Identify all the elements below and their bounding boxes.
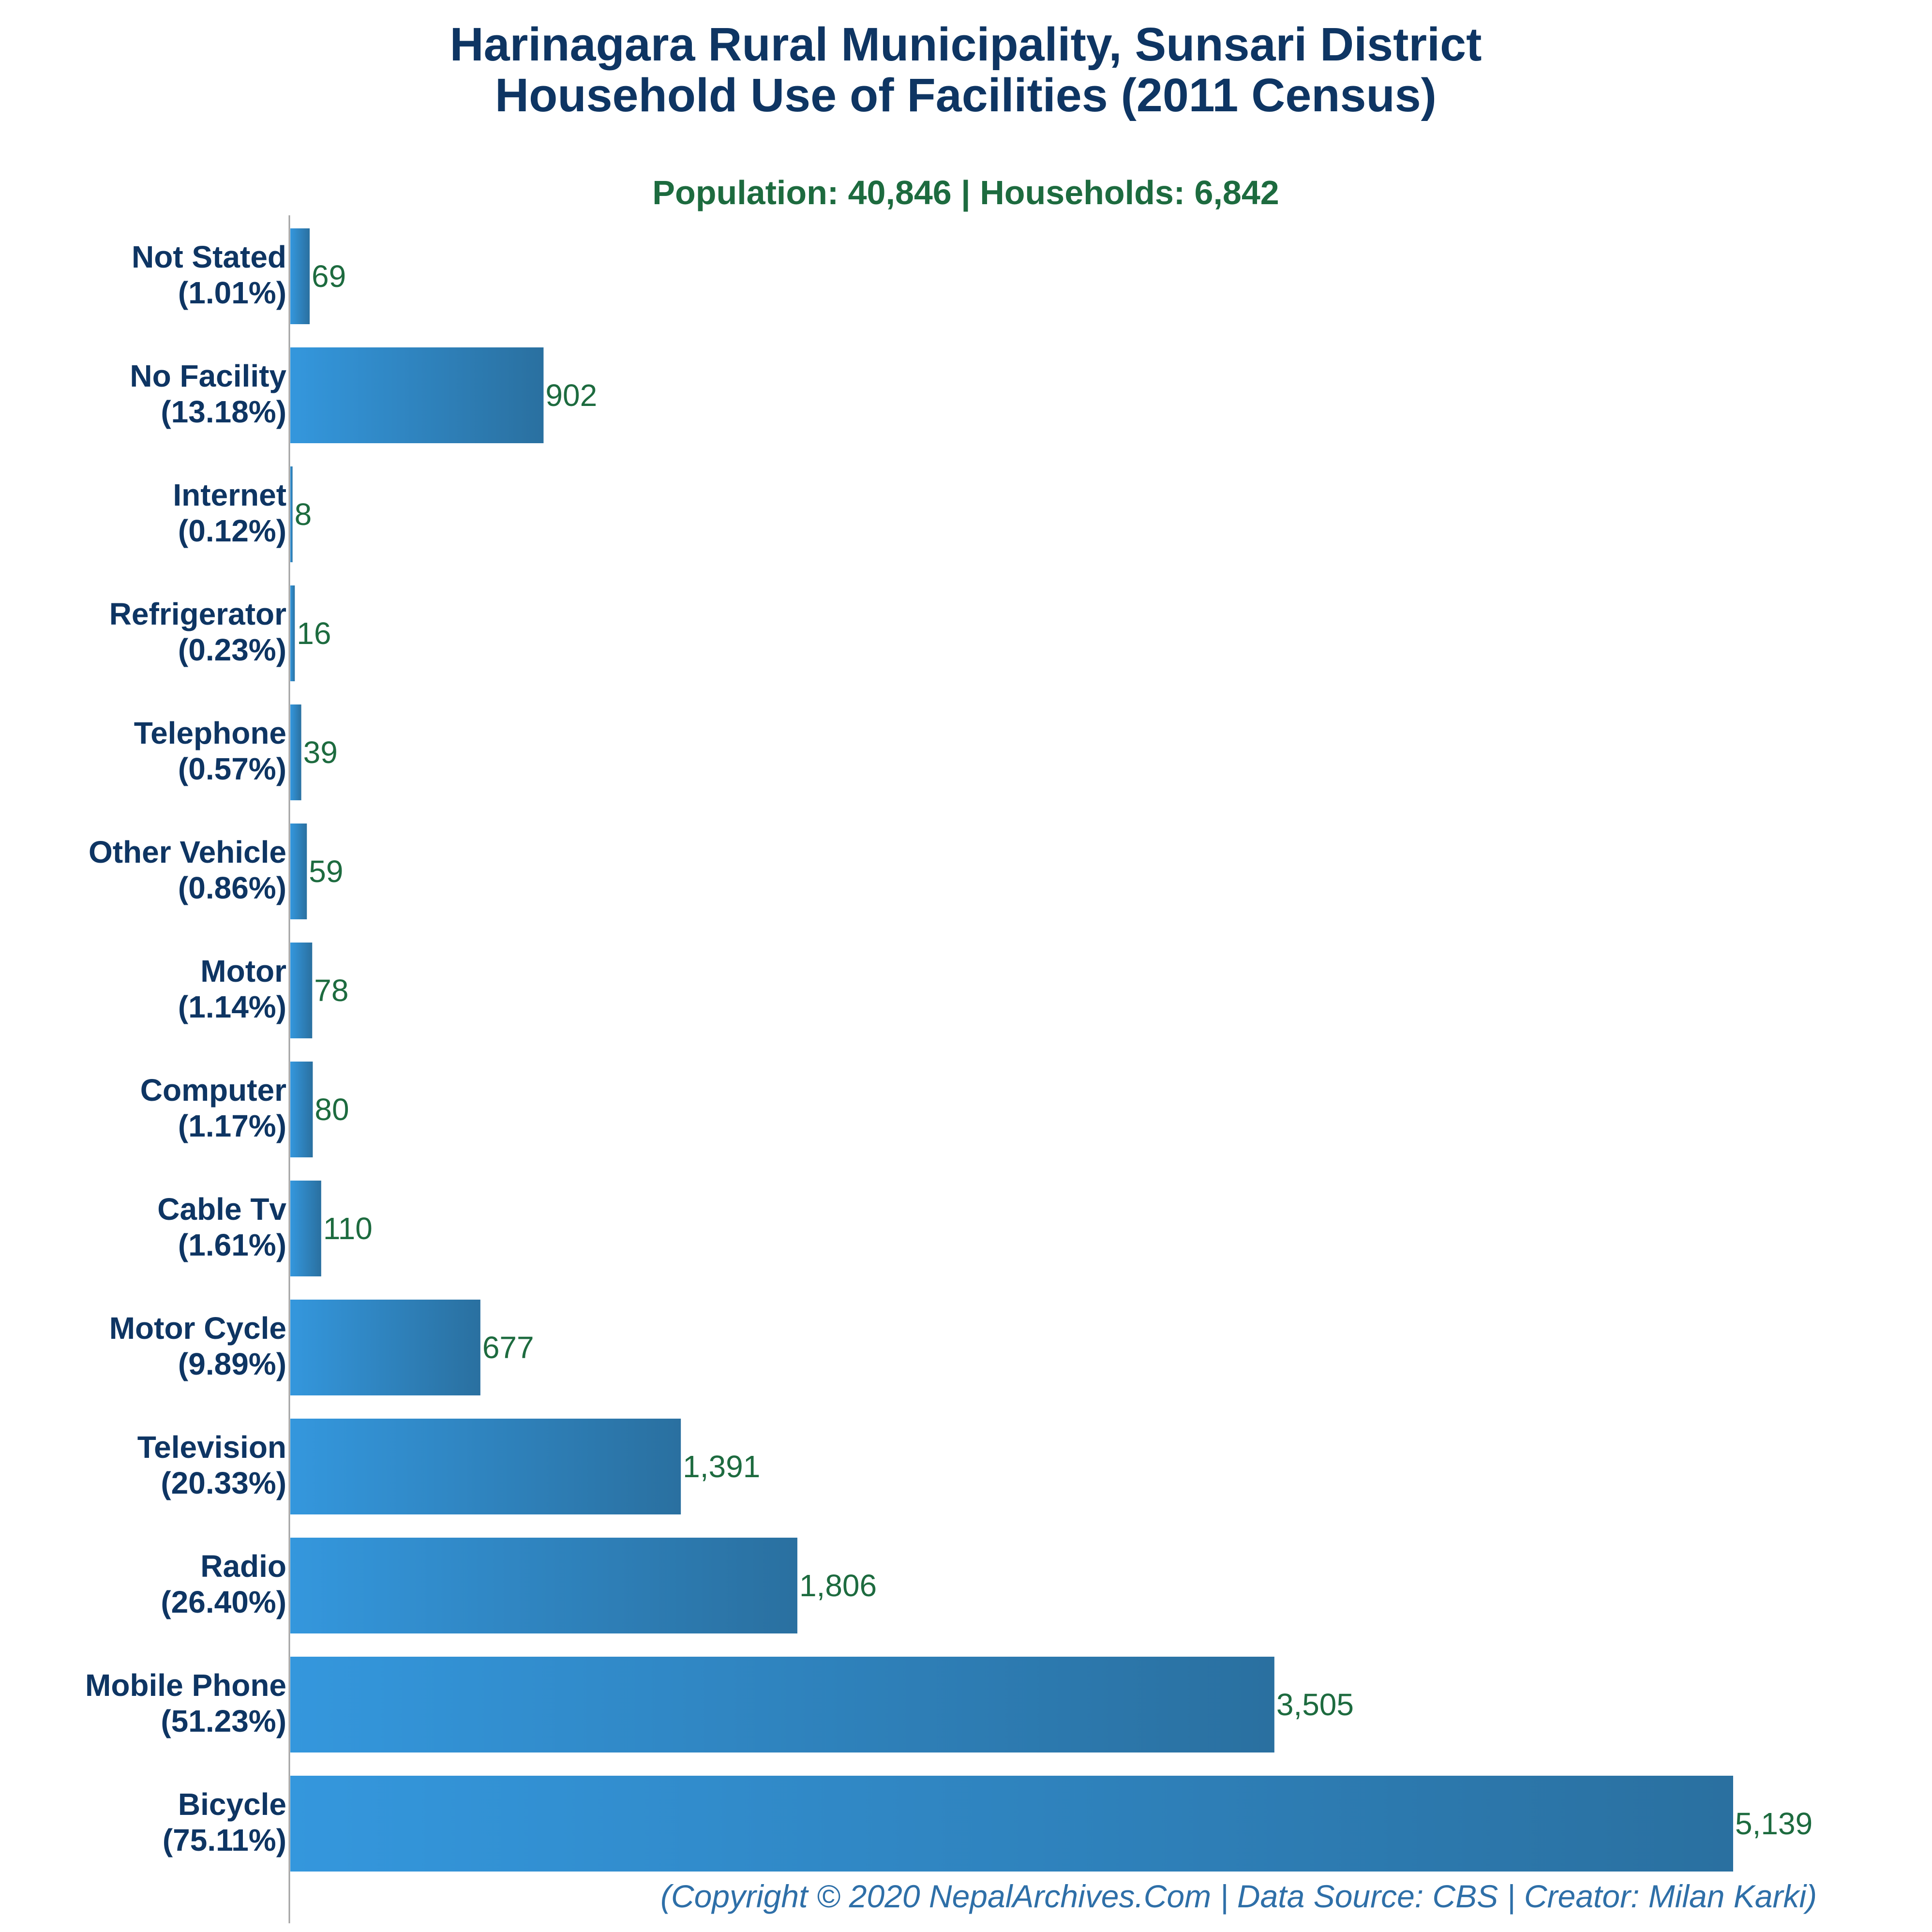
chart-title-line-1: Harinagara Rural Municipality, Sunsari D…: [450, 18, 1482, 71]
bar-radio: [290, 1538, 797, 1633]
bar-computer: [290, 1062, 313, 1157]
bar-mobile-phone: [290, 1657, 1274, 1752]
chart-footer: (Copyright © 2020 NepalArchives.Com | Da…: [660, 1878, 1817, 1915]
category-label: Internet: [173, 478, 286, 512]
bar-other-vehicle: [290, 824, 307, 919]
category-percent-label: (1.61%): [178, 1228, 286, 1262]
bar-value-label: 5,139: [1735, 1806, 1812, 1841]
bar-value-label: 110: [323, 1211, 373, 1246]
bar-value-label: 59: [309, 854, 343, 889]
bar-refrigerator: [290, 585, 295, 681]
category-percent-label: (13.18%): [161, 394, 286, 429]
category-percent-label: (20.33%): [161, 1466, 286, 1500]
bars-layer: 69 Not Stated(1.01%) 902 No Facility(13.18%…: [85, 228, 1812, 1872]
category-percent-label: (0.12%): [178, 513, 286, 548]
bar-value-label: 677: [482, 1330, 534, 1365]
category-label: Computer: [140, 1073, 286, 1108]
category-label: Bicycle: [178, 1787, 286, 1822]
category-label: Motor Cycle: [109, 1311, 286, 1346]
category-percent-label: (51.23%): [161, 1704, 286, 1738]
category-percent-label: (1.17%): [178, 1108, 286, 1143]
bar-value-label: 78: [314, 973, 348, 1008]
bar-value-label: 902: [545, 378, 597, 413]
category-label: Mobile Phone: [85, 1668, 286, 1703]
category-percent-label: (1.14%): [178, 989, 286, 1024]
category-label: Refrigerator: [109, 597, 286, 631]
chart-title-line-2: Household Use of Facilities (2011 Census…: [495, 69, 1437, 121]
bar-value-label: 1,391: [683, 1449, 760, 1484]
category-label: Cable Tv: [157, 1192, 286, 1227]
category-label: Not Stated: [132, 240, 286, 274]
category-percent-label: (0.86%): [178, 870, 286, 905]
bar-motor: [290, 943, 313, 1038]
category-percent-label: (1.01%): [178, 275, 286, 310]
category-label: Other Vehicle: [89, 835, 286, 869]
bar-value-label: 80: [315, 1092, 349, 1127]
category-label: No Facility: [130, 359, 286, 393]
bar-cable-tv: [290, 1181, 321, 1276]
category-percent-label: (9.89%): [178, 1347, 286, 1381]
bar-value-label: 16: [297, 616, 331, 651]
category-label: Motor: [200, 954, 286, 988]
bar-motor-cycle: [290, 1300, 480, 1395]
chart-subtitle: Population: 40,846 | Households: 6,842: [652, 174, 1279, 212]
category-label: Radio: [200, 1549, 286, 1584]
bar-value-label: 3,505: [1276, 1687, 1354, 1722]
category-percent-label: (0.57%): [178, 751, 286, 786]
category-percent-label: (75.11%): [163, 1823, 286, 1857]
bar-value-label: 8: [295, 497, 312, 532]
bar-internet: [290, 466, 293, 562]
bar-value-label: 69: [312, 259, 346, 294]
category-percent-label: (0.23%): [178, 632, 286, 667]
category-label: Television: [137, 1430, 286, 1465]
bar-telephone: [290, 704, 301, 800]
bar-television: [290, 1419, 681, 1514]
bar-value-label: 1,806: [799, 1568, 877, 1603]
bar-bicycle: [290, 1776, 1733, 1872]
category-label: Telephone: [134, 716, 286, 750]
bar-no-facility: [290, 347, 544, 443]
category-percent-label: (26.40%): [161, 1585, 286, 1619]
bar-not-stated: [290, 228, 310, 324]
bar-value-label: 39: [303, 735, 338, 770]
